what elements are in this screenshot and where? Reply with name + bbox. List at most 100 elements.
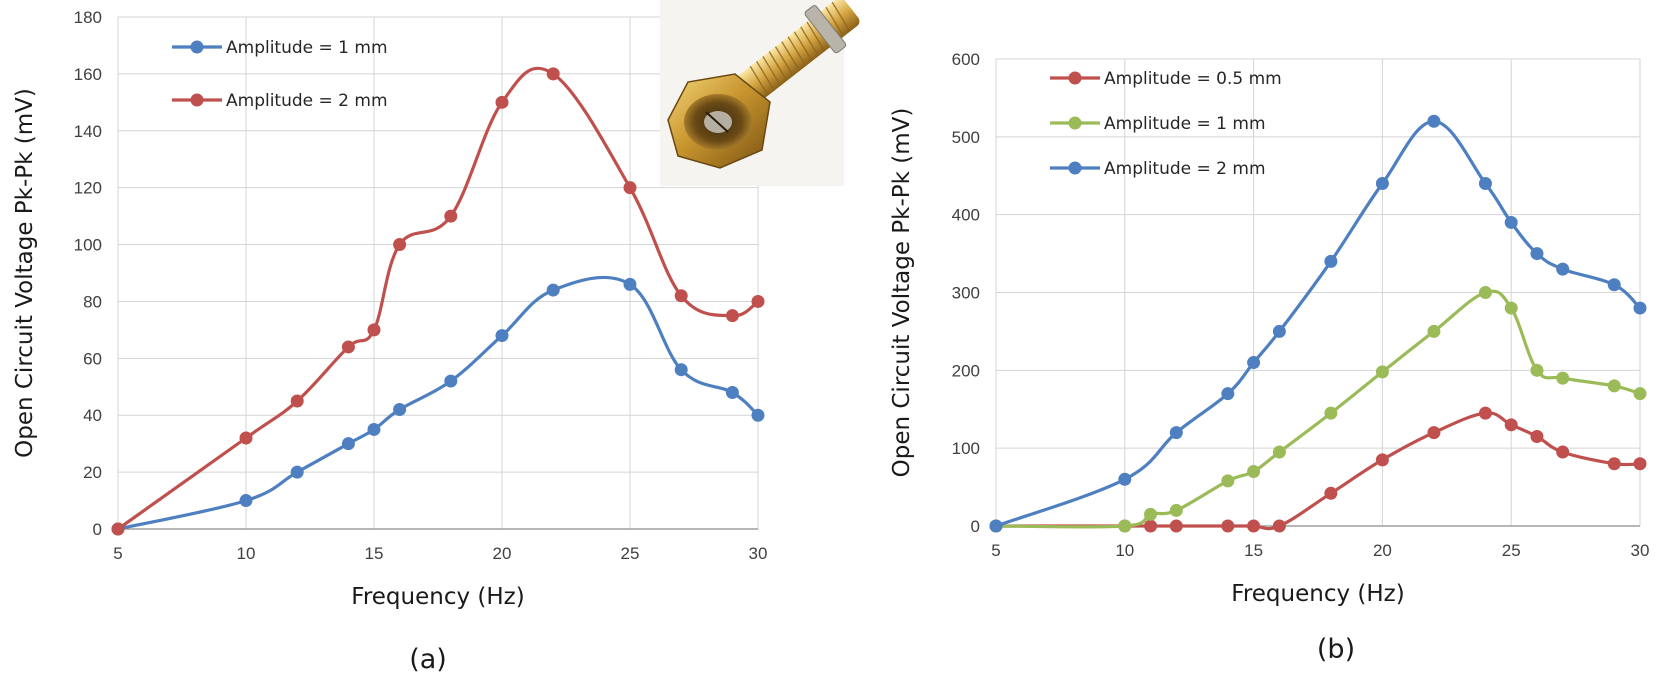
data-point	[495, 95, 509, 109]
data-point	[1478, 286, 1492, 299]
legend-marker	[190, 40, 204, 54]
legend-label: Amplitude = 1 mm	[1104, 114, 1266, 134]
chart-a: 0 20 40 60 80 100 120 140 160 180 5 10 15 20 25 30 Frequ…	[12, 8, 767, 675]
y-tick-label: 80	[83, 292, 102, 311]
data-point	[1247, 519, 1261, 533]
x-tick-label: 5	[991, 541, 1000, 560]
y-tick-label: 120	[74, 179, 102, 198]
data-point	[1375, 453, 1389, 467]
data-point	[495, 329, 509, 343]
data-point	[1324, 486, 1338, 500]
data-point	[239, 431, 253, 445]
data-point	[1556, 371, 1570, 385]
data-point	[444, 209, 458, 223]
data-point	[1633, 387, 1647, 401]
y-tick-label: 300	[952, 284, 980, 303]
plot-area	[117, 16, 759, 530]
data-point	[1504, 301, 1518, 315]
data-point	[1118, 519, 1132, 533]
data-point	[1221, 519, 1235, 533]
data-point	[1324, 254, 1338, 268]
data-point	[1504, 215, 1518, 229]
data-point	[290, 465, 304, 479]
y-tick-label: 60	[83, 349, 102, 368]
data-point	[1607, 457, 1621, 471]
data-point	[674, 363, 688, 377]
data-point	[1478, 177, 1492, 191]
x-tick-label: 30	[749, 544, 768, 563]
data-point	[546, 283, 560, 297]
y-tick-label: 500	[952, 128, 980, 147]
data-point	[1272, 519, 1286, 533]
data-point	[989, 519, 1003, 533]
data-point	[367, 323, 381, 337]
data-point	[1247, 356, 1261, 370]
x-tick-label: 15	[1244, 541, 1263, 560]
data-point	[1633, 457, 1647, 471]
data-point	[290, 394, 304, 408]
y-tick-label: 140	[74, 122, 102, 141]
data-point	[1530, 247, 1544, 261]
y-tick-label: 180	[74, 8, 102, 27]
y-tick-label: 0	[93, 520, 102, 539]
x-axis-title: Frequency (Hz)	[1231, 581, 1404, 607]
inset-photo	[660, 0, 860, 186]
data-point	[751, 294, 765, 308]
data-point	[1530, 363, 1544, 377]
data-point	[1375, 365, 1389, 379]
data-point	[1169, 519, 1183, 533]
legend-label: Amplitude = 0.5 mm	[1104, 69, 1282, 89]
chart-b: 0 100 200 300 400 500 600 5 10 15 20 25 30 Frequency …	[889, 50, 1649, 665]
data-point	[1427, 114, 1441, 128]
data-point	[1375, 177, 1389, 191]
legend-label: Amplitude = 2 mm	[1104, 159, 1266, 179]
data-point	[1556, 445, 1570, 459]
panel-label: (b)	[1317, 634, 1355, 665]
data-point	[341, 340, 355, 354]
y-tick-label: 100	[74, 236, 102, 255]
data-point	[111, 522, 125, 536]
legend-marker	[1068, 71, 1082, 85]
legend-marker	[1068, 161, 1082, 175]
data-point	[546, 67, 560, 81]
data-point	[623, 277, 637, 291]
data-point	[1427, 426, 1441, 440]
y-axis-title: Open Circuit Voltage Pk-Pk (mV)	[12, 88, 38, 458]
x-tick-label: 10	[1115, 541, 1134, 560]
data-point	[1607, 379, 1621, 393]
data-point	[1169, 426, 1183, 440]
data-point	[751, 408, 765, 422]
x-tick-label: 20	[493, 544, 512, 563]
x-tick-label: 15	[365, 544, 384, 563]
y-tick-label: 200	[952, 361, 980, 380]
y-tick-label: 160	[74, 65, 102, 84]
data-point	[239, 494, 253, 508]
x-tick-label: 30	[1631, 541, 1650, 560]
x-tick-label: 25	[621, 544, 640, 563]
data-point	[1504, 418, 1518, 432]
data-point	[1144, 507, 1158, 521]
data-point	[393, 403, 407, 417]
data-point	[1633, 301, 1647, 315]
data-point	[444, 374, 458, 388]
data-point	[1530, 429, 1544, 443]
data-point	[1118, 472, 1132, 486]
data-point	[367, 422, 381, 436]
x-axis-title: Frequency (Hz)	[351, 584, 524, 610]
y-tick-label: 100	[952, 439, 980, 458]
data-point	[1324, 406, 1338, 420]
data-point	[1478, 406, 1492, 420]
data-point	[1221, 387, 1235, 401]
data-point	[1607, 278, 1621, 292]
data-point	[1247, 465, 1261, 479]
x-tick-label: 10	[237, 544, 256, 563]
data-point	[341, 437, 355, 451]
data-point	[1427, 324, 1441, 338]
data-point	[674, 289, 688, 303]
y-tick-label: 600	[952, 50, 980, 69]
x-tick-label: 20	[1373, 541, 1392, 560]
data-point	[1221, 474, 1235, 488]
x-tick-label: 5	[113, 544, 122, 563]
data-point	[393, 238, 407, 252]
